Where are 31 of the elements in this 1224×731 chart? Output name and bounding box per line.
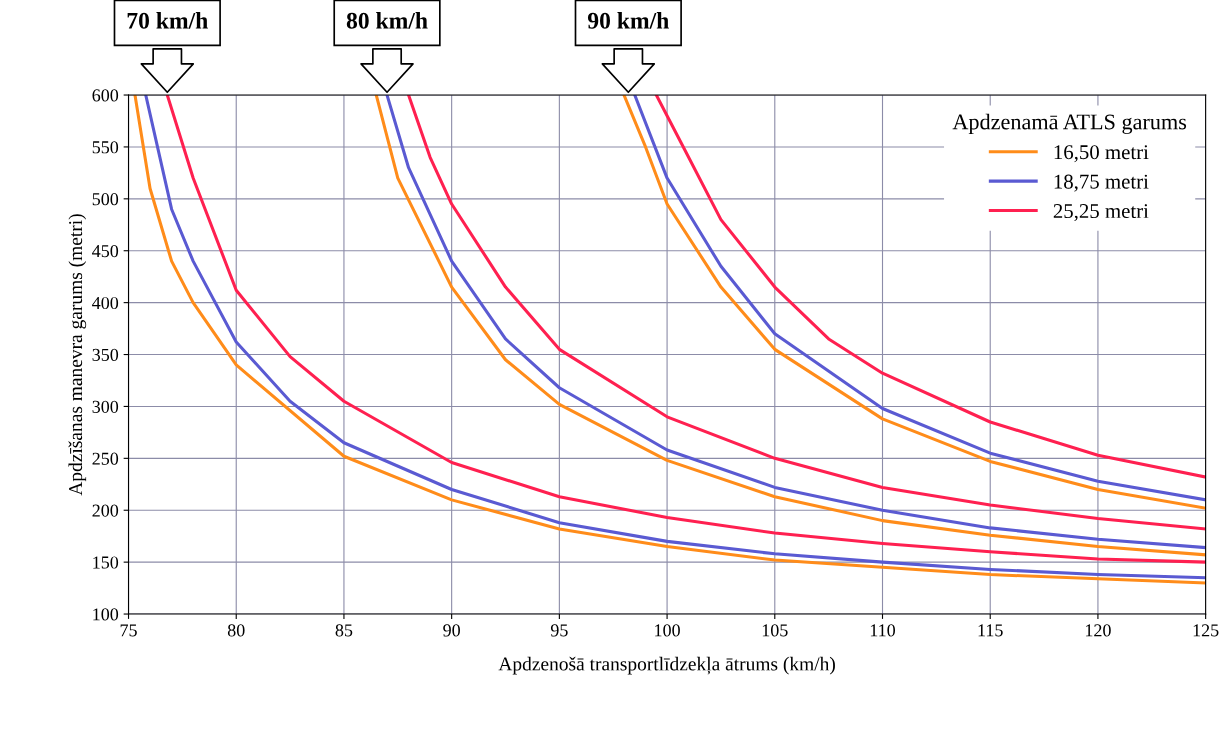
x-tick-label: 90: [443, 624, 460, 637]
y-tick-label: 550: [92, 141, 119, 154]
annotation: 80 km/h: [346, 12, 428, 29]
x-tick-label: 80: [227, 624, 245, 637]
y-tick-label: 100: [93, 608, 119, 621]
y-tick-label: 450: [92, 244, 119, 258]
x-tick-label: 120: [1085, 624, 1111, 637]
x-tick-label: 75: [120, 624, 137, 637]
legend-label: 18,75 metri: [1054, 174, 1149, 192]
x-tick-label: 115: [978, 624, 1003, 637]
legend-title: Apdzenamā ATLS garums: [952, 113, 1187, 134]
x-tick-label: 85: [335, 624, 353, 637]
x-tick-label: 95: [550, 624, 568, 637]
x-tick-label: 100: [655, 624, 680, 637]
x-tick-label: 105: [762, 624, 788, 637]
y-tick-label: 200: [92, 504, 119, 517]
y-tick-label: 150: [93, 556, 119, 569]
y-tick-label: 350: [92, 348, 119, 361]
annotation: 90 km/h: [587, 12, 669, 29]
y-tick-label: 300: [92, 400, 119, 413]
x-tick-label: 110: [870, 624, 896, 637]
legend-label: 25,25 metri: [1053, 204, 1149, 222]
x-axis-title: Apdzenošā transportlīdzekļa ātrums (km/h): [498, 656, 835, 675]
y-tick-label: 500: [92, 193, 119, 206]
legend-label: 16,50 metri: [1054, 145, 1149, 163]
y-axis-title: Apdzīšanas manevra garums (metri): [68, 214, 87, 496]
annotation: 70 km/h: [127, 12, 208, 29]
y-tick-label: 600: [92, 89, 119, 102]
y-tick-label: 400: [92, 296, 119, 310]
x-tick-label: 125: [1193, 624, 1219, 637]
y-tick-label: 250: [92, 452, 119, 465]
